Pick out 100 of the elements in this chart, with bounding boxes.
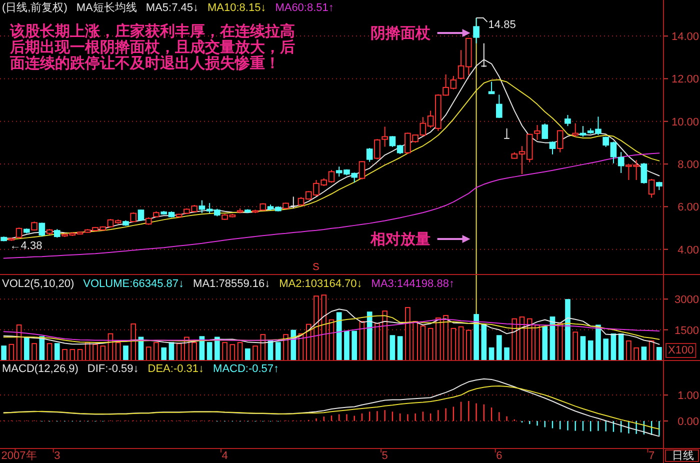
bar — [436, 318, 441, 361]
y-tick-label: 0.00 — [678, 416, 699, 428]
bar — [428, 328, 434, 361]
annotation: S — [312, 262, 320, 273]
bar — [32, 343, 37, 361]
bar — [618, 333, 624, 360]
bar — [374, 322, 380, 361]
text: MA3:144198.88↑ — [371, 278, 454, 290]
bar — [24, 336, 30, 360]
text: MACD:-0.57↑ — [213, 363, 280, 375]
bar — [283, 334, 288, 361]
bar — [572, 332, 578, 361]
chart-title: VOL2(5,10,20) — [2, 278, 74, 290]
bar — [420, 325, 426, 361]
bar — [412, 320, 418, 361]
text: DIF:-0.59↓ — [87, 363, 139, 375]
text: DEA:-0.31↓ — [148, 363, 204, 375]
bar — [634, 347, 639, 361]
bar — [290, 330, 296, 360]
bar — [222, 342, 228, 361]
y-tick-label: 10.00 — [671, 116, 699, 128]
chart-title: MACD(12,26,9) — [2, 363, 78, 375]
x-tick-label: 2007年 — [1, 450, 37, 462]
bar — [603, 338, 609, 360]
bar — [214, 336, 220, 360]
bar — [92, 344, 98, 361]
bar — [504, 347, 510, 360]
y-tick-label: 4.00 — [678, 244, 699, 256]
bar — [557, 322, 563, 361]
bar — [245, 348, 250, 360]
y-axis-title: X100 — [668, 344, 694, 356]
y-tick-label: 3000 — [674, 294, 699, 306]
text: MA10:8.15↓ — [207, 2, 266, 14]
y-tick-label: 8.00 — [678, 159, 699, 172]
bar — [481, 324, 487, 360]
x-axis-title: 日线 — [672, 449, 694, 462]
annotation: 该股长期上涨，庄家获利丰厚，在连续拉高后期出现一根阴擀面杖，且成交量放大，后面连续的跌停让不及时退出人损失惨重！ — [9, 22, 295, 72]
bar — [641, 346, 647, 360]
bar — [146, 346, 152, 361]
x-tick-label: 6 — [496, 450, 502, 462]
bar — [542, 326, 548, 360]
line-series — [3, 385, 660, 430]
y-tick-label: 6.00 — [678, 202, 699, 214]
bar — [62, 349, 68, 361]
bar — [192, 342, 197, 361]
bar — [626, 340, 632, 361]
bar — [588, 340, 594, 360]
bar — [206, 342, 212, 360]
bar — [443, 315, 448, 361]
bar — [100, 346, 106, 361]
bar — [526, 318, 532, 361]
bar — [397, 336, 403, 360]
x-tick-label: 5 — [382, 450, 388, 462]
y-tick-label: 14.00 — [671, 31, 699, 44]
bar — [161, 347, 167, 360]
annotation: 阴擀面杖 — [370, 25, 432, 42]
bar — [230, 344, 236, 361]
y-tick-label: 1.00 — [678, 390, 699, 402]
x-tick-label: 3 — [54, 450, 60, 462]
y-tick-label: 12.00 — [671, 74, 699, 86]
bar — [154, 342, 159, 361]
annotation: 相对放量 — [369, 231, 430, 248]
bar — [252, 346, 258, 361]
bar — [46, 343, 52, 361]
bar — [366, 312, 372, 360]
bar — [314, 296, 319, 361]
bar — [54, 343, 60, 360]
bar — [488, 347, 494, 360]
bar — [130, 323, 136, 361]
bar — [70, 349, 76, 361]
bar — [336, 312, 342, 360]
bar — [474, 314, 479, 360]
bar — [344, 330, 350, 360]
bar — [496, 335, 502, 360]
text: MA5:7.45↓ — [146, 2, 198, 14]
bar — [580, 336, 586, 360]
bar — [382, 310, 388, 361]
bar — [352, 330, 358, 360]
bar — [405, 307, 410, 361]
y-tick-label: 1500 — [674, 324, 699, 337]
x-tick-label: 7 — [648, 450, 655, 462]
chart-title: (日线,前复权) — [2, 1, 68, 14]
bar — [237, 342, 243, 361]
x-tick-label: 4 — [222, 450, 228, 462]
bar — [565, 299, 570, 360]
bar — [596, 324, 601, 360]
bar — [466, 330, 472, 361]
bar — [321, 294, 327, 361]
text: MA60:8.51↑ — [275, 2, 334, 14]
bar — [176, 343, 182, 361]
bar — [534, 324, 540, 361]
bar — [115, 342, 121, 361]
text: MA2:103164.70↓ — [279, 278, 362, 290]
line-series — [3, 308, 660, 345]
bar — [123, 346, 128, 360]
text: VOLUME:66345.87↓ — [83, 278, 184, 290]
annotation: ←4.38 — [10, 240, 42, 252]
chart-subtitle: MA短长均线 — [76, 1, 137, 14]
bar — [275, 342, 281, 360]
annotation: 14.85 — [488, 18, 516, 31]
